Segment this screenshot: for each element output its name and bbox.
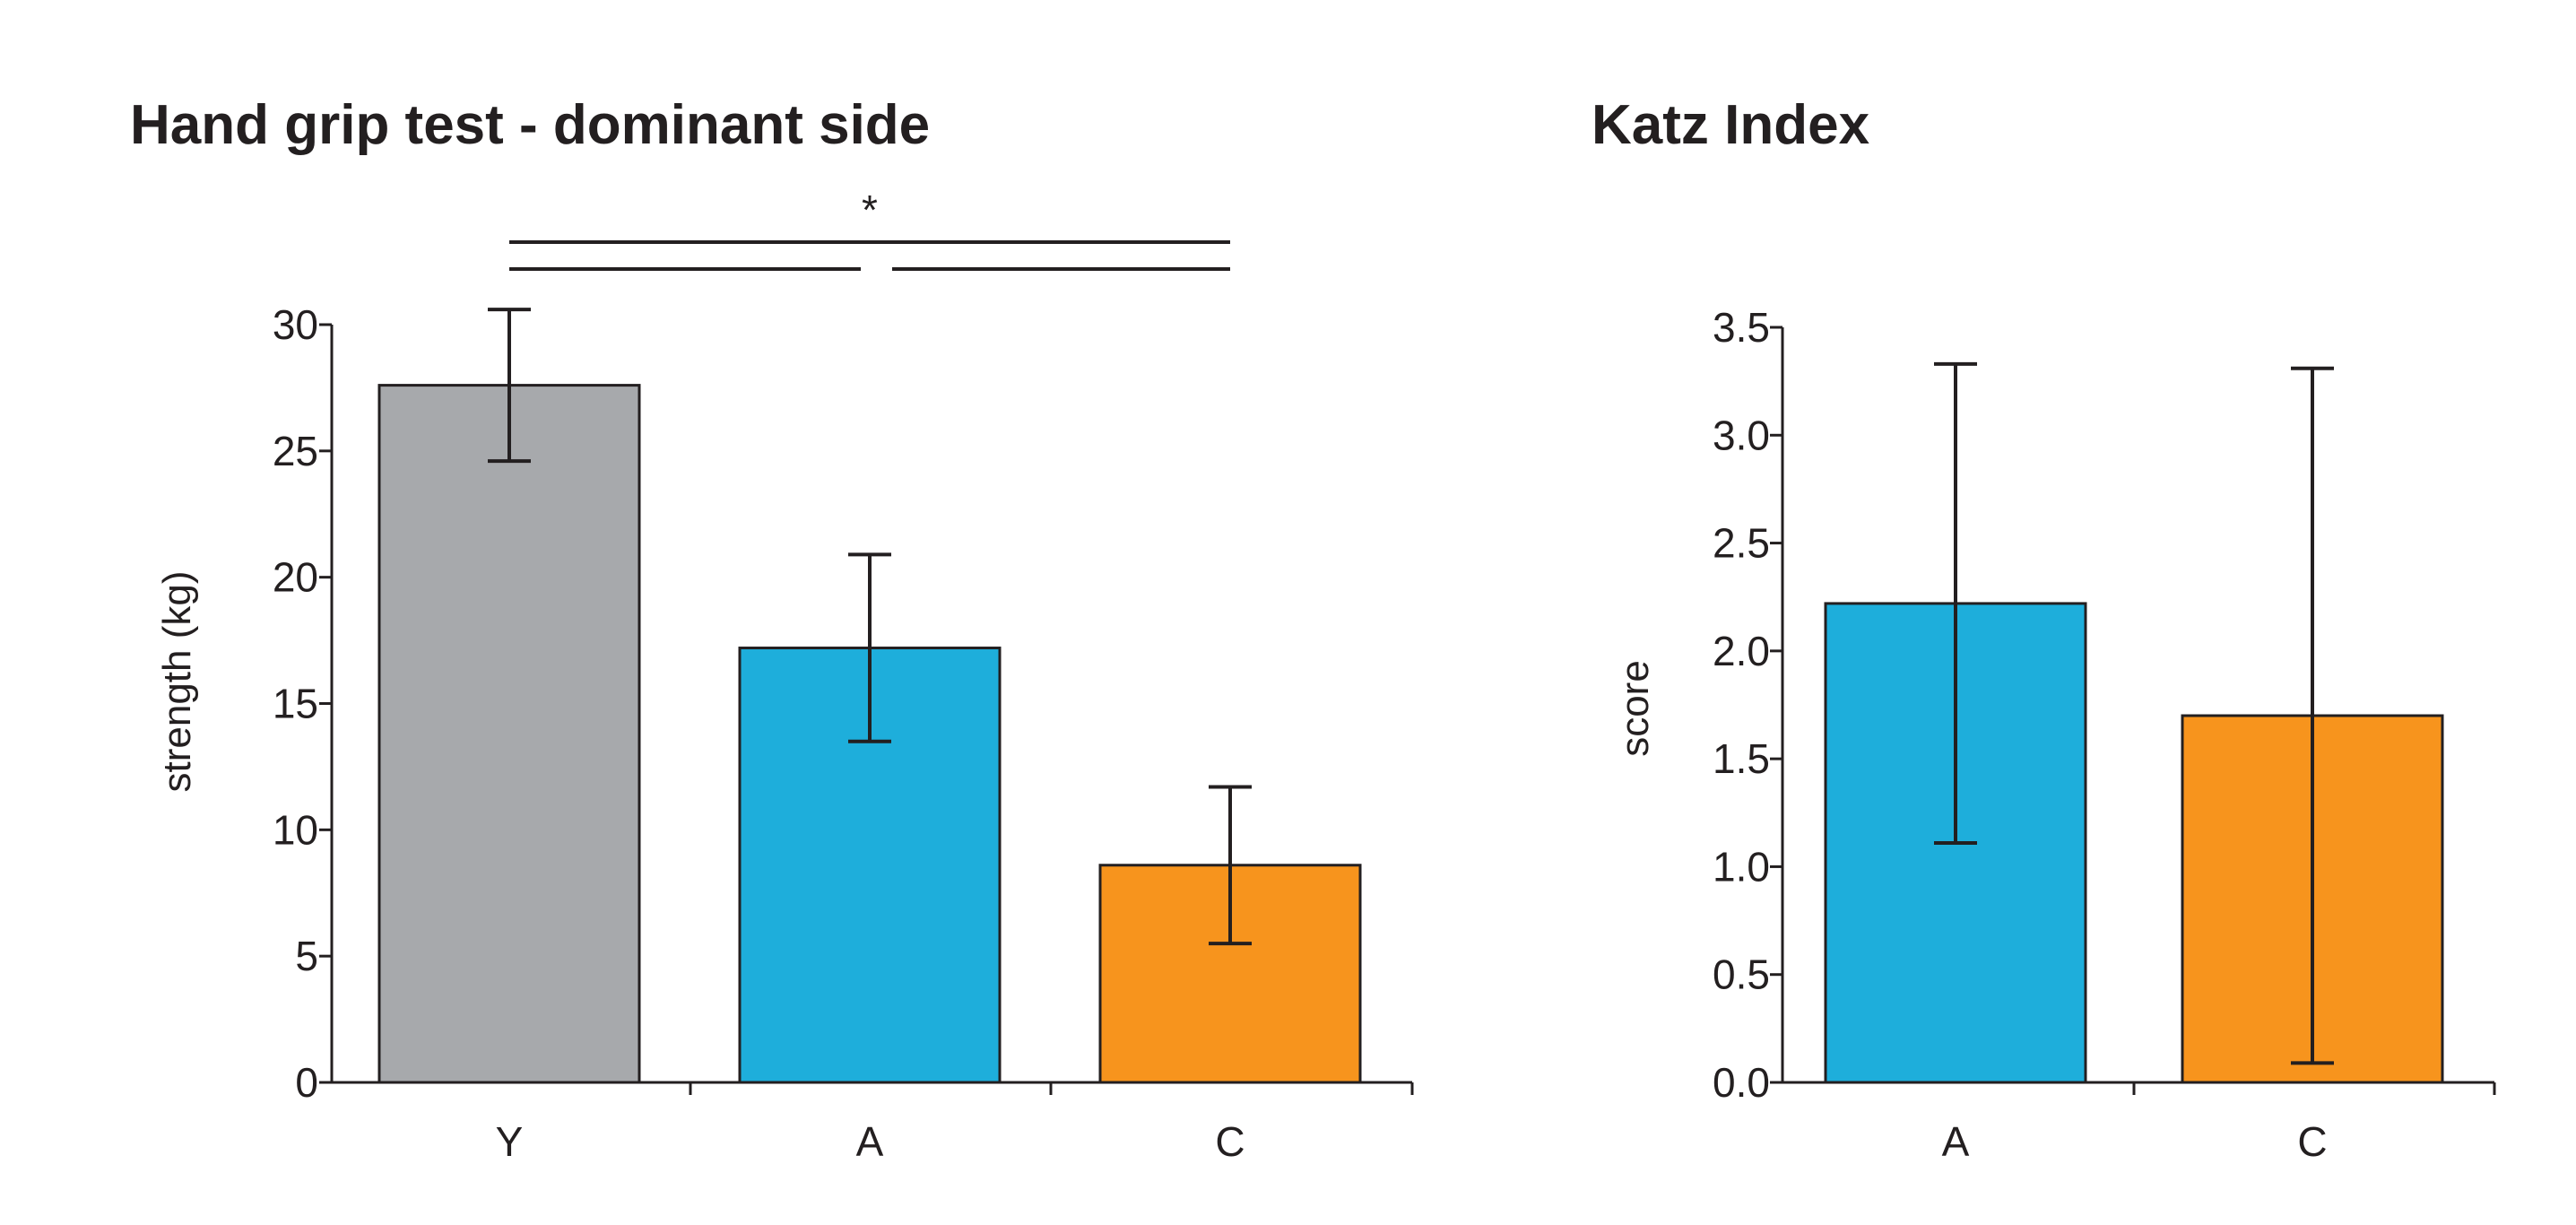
grip-y-tick-label: 20 (273, 554, 318, 601)
katz-y-axis-label: score (1613, 660, 1657, 757)
grip-y-tick-label: 0 (295, 1059, 318, 1106)
katz-y-tick-label: 3.0 (1713, 412, 1770, 458)
grip-x-tick-label: C (1215, 1118, 1245, 1165)
katz-y-tick-label: 0.0 (1713, 1059, 1770, 1106)
grip-strength-chart: Hand grip test - dominant side strength … (130, 94, 1414, 1165)
grip-y-tick-label: 15 (273, 681, 318, 727)
katz-y-tick-label: 1.5 (1713, 735, 1770, 782)
katz-chart-title: Katz Index (1592, 94, 1870, 156)
katz-index-chart: Katz Index score 0.0 0.5 1.0 1.5 2.0 2.5 3.0 3.… (1592, 94, 2496, 1165)
grip-y-axis-label: strength (kg) (155, 571, 199, 793)
grip-bar-y (377, 384, 641, 1084)
katz-y-tick-label: 2.0 (1713, 628, 1770, 674)
grip-y-tick-label: 25 (273, 428, 318, 474)
grip-y-tick-label: 5 (295, 933, 318, 979)
katz-y-tick-label: 1.0 (1713, 843, 1770, 890)
katz-y-tick-label: 0.5 (1713, 951, 1770, 998)
katz-x-tick-label: A (1942, 1118, 1970, 1165)
katz-y-tick-label: 3.5 (1713, 304, 1770, 351)
grip-y-tick-label: 10 (273, 806, 318, 853)
grip-chart-title: Hand grip test - dominant side (130, 94, 930, 156)
katz-y-tick-label: 2.5 (1713, 520, 1770, 567)
grip-x-tick-label: A (856, 1118, 884, 1165)
grip-x-tick-label: Y (496, 1118, 524, 1165)
significance-star: * (862, 187, 878, 233)
katz-x-tick-label: C (2297, 1118, 2327, 1165)
grip-y-tick-label: 30 (273, 301, 318, 348)
